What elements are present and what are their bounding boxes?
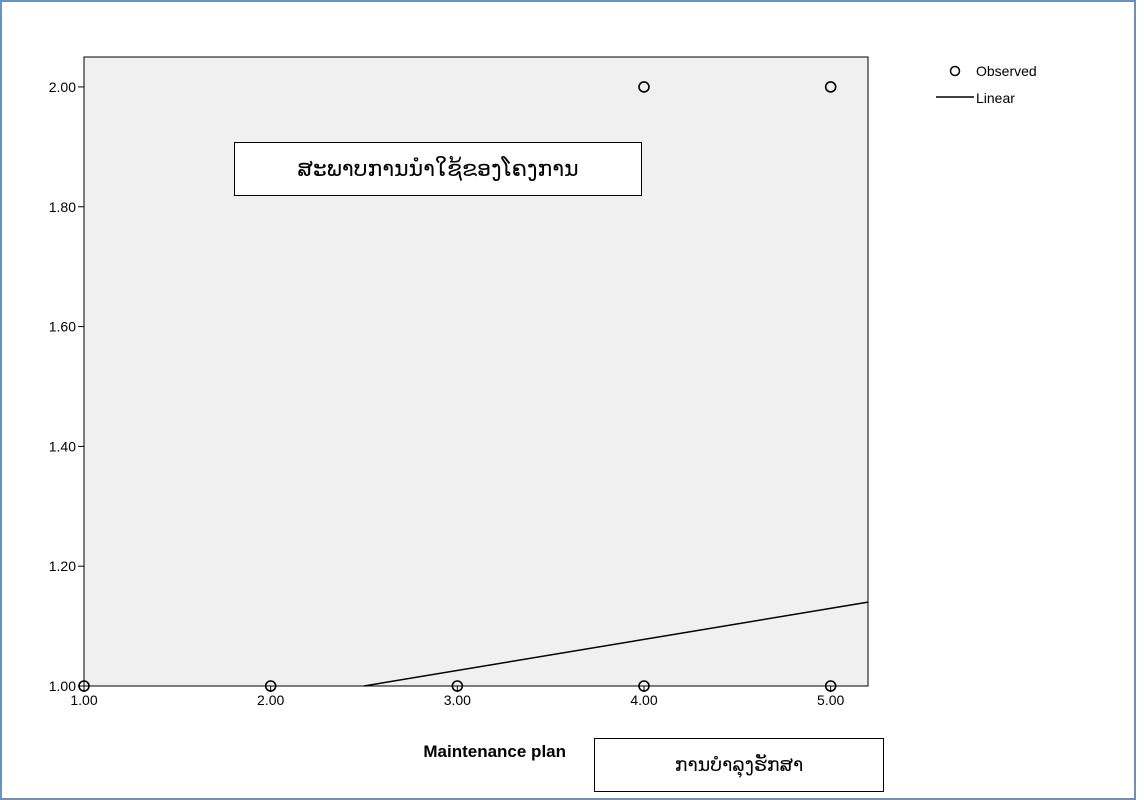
x-tick-label: 3.00: [444, 692, 471, 708]
observed-point: [451, 680, 464, 692]
x-tick-label: 5.00: [817, 692, 844, 708]
linear-fit-line: [363, 601, 869, 687]
observed-point: [264, 680, 277, 692]
observed-point: [638, 680, 650, 692]
annotation-top: ສະພາບການນຳໃຊ້ຂອງໂຄງການ: [234, 142, 642, 196]
y-axis: 1.00 1.20 1.40 1.60 1.80 2.00: [49, 79, 84, 694]
x-tick-label: 2.00: [257, 692, 284, 708]
legend: Observed Linear: [936, 63, 1037, 106]
y-tick-label: 1.40: [49, 438, 76, 454]
observed-points-layer: [78, 81, 837, 692]
linear-fit-layer: [363, 601, 869, 687]
y-tick-label: 1.60: [49, 319, 76, 335]
x-axis: 1.00 2.00 3.00 4.00 5.00: [70, 686, 845, 708]
annotation-bottom: ການບຳລຸງຮັກສາ: [594, 738, 884, 792]
observed-point: [824, 680, 837, 692]
y-tick-label: 1.20: [49, 558, 76, 574]
legend-observed-marker: [949, 65, 961, 77]
x-tick-label: 4.00: [630, 692, 657, 708]
y-tick-label: 1.00: [49, 678, 76, 694]
observed-point: [638, 81, 650, 93]
legend-observed-label: Observed: [976, 63, 1037, 79]
x-tick-label: 1.00: [70, 692, 97, 708]
y-tick-label: 2.00: [49, 79, 76, 95]
observed-point: [78, 680, 90, 692]
legend-linear-label: Linear: [976, 90, 1015, 106]
observed-point: [824, 81, 837, 93]
x-axis-title: Maintenance plan: [423, 742, 566, 761]
y-tick-label: 1.80: [49, 199, 76, 215]
